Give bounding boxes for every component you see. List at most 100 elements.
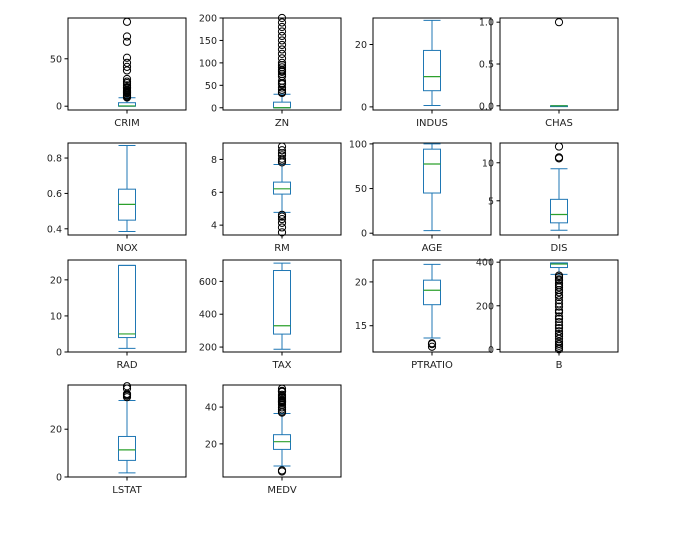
subplot-ptratio: 15 20 PTRATIO — [355, 259, 492, 371]
outlier-point — [277, 54, 287, 63]
outlier-point — [122, 74, 132, 84]
x-tick-label: CHAS — [545, 118, 573, 129]
outlier-point — [554, 285, 564, 295]
iqr-box — [423, 148, 441, 194]
x-tick-label: INDUS — [416, 118, 448, 129]
outlier-point — [554, 271, 564, 280]
outlier-point — [427, 342, 437, 351]
outlier-point — [122, 37, 132, 46]
subplot-chas: 0.0 0.5 1.0 CHAS — [479, 17, 619, 129]
outlier-point — [277, 210, 287, 219]
subplot-zn: 0 50 100 150 200 ZN — [199, 13, 342, 129]
subplot-b: 0 200 400 B — [476, 258, 619, 371]
outlier-point — [554, 337, 564, 346]
x-tick-label: NOX — [116, 243, 138, 254]
outlier-point — [554, 314, 564, 323]
outlier-point — [122, 77, 132, 86]
y-tick-label: 10 — [482, 158, 494, 169]
outlier-point — [277, 27, 287, 36]
y-tick-label: 50 — [205, 81, 217, 92]
y-tick-label: 50 — [355, 184, 367, 195]
outlier-point — [277, 151, 287, 160]
outlier-point — [277, 384, 287, 393]
y-tick-label: 8 — [211, 155, 217, 166]
iqr-box — [550, 198, 568, 224]
outlier-point — [554, 275, 564, 284]
outlier-point — [277, 214, 287, 224]
y-tick-label: 0 — [361, 102, 367, 113]
x-tick-label: TAX — [271, 360, 291, 371]
x-tick-label: RM — [274, 243, 290, 254]
outlier-point — [277, 466, 287, 475]
y-tick-label: 6 — [211, 188, 217, 199]
outlier-point — [554, 329, 564, 339]
y-tick-label: 100 — [199, 58, 217, 69]
axes-frame — [499, 17, 619, 111]
outlier-point — [277, 36, 287, 45]
x-tick-label: LSTAT — [112, 485, 142, 496]
subplot-tax: 200 400 600 TAX — [199, 259, 342, 371]
y-tick-label: 20 — [50, 275, 62, 286]
iqr-box — [550, 262, 568, 269]
subplot-age: 0 50 100 AGE — [349, 139, 492, 254]
outlier-point — [122, 81, 132, 90]
outlier-point — [122, 32, 132, 41]
y-tick-label: 20 — [50, 425, 62, 436]
outlier-point — [277, 40, 287, 50]
outlier-point — [554, 339, 564, 349]
y-tick-label: 0 — [56, 348, 62, 359]
iqr-box — [273, 181, 291, 195]
x-tick-label: B — [556, 360, 563, 371]
outlier-point — [277, 149, 287, 158]
outlier-point — [554, 142, 564, 151]
x-tick-label: RAD — [116, 360, 137, 371]
outlier-point — [277, 218, 287, 227]
x-tick-label: CRIM — [114, 118, 140, 129]
y-tick-label: 40 — [205, 403, 217, 414]
outlier-point — [554, 321, 564, 330]
y-tick-label: 0 — [56, 102, 62, 113]
outlier-point — [554, 291, 564, 300]
y-tick-label: 0 — [361, 229, 367, 240]
outlier-point — [554, 323, 564, 333]
iqr-box — [273, 270, 291, 335]
outlier-point — [277, 146, 287, 155]
iqr-box — [118, 435, 136, 461]
outlier-point — [277, 87, 287, 97]
outlier-point — [277, 22, 287, 32]
outlier-point — [277, 18, 287, 27]
y-tick-label: 0.6 — [47, 189, 62, 200]
x-tick-label: DIS — [551, 243, 568, 254]
y-tick-label: 5 — [488, 196, 494, 207]
outlier-point — [554, 18, 564, 27]
y-tick-label: 200 — [476, 301, 494, 312]
y-tick-label: 10 — [50, 311, 62, 322]
outlier-point — [277, 45, 287, 54]
iqr-box — [423, 279, 441, 306]
x-tick-label: PTRATIO — [411, 360, 453, 371]
y-tick-label: 0.4 — [47, 224, 62, 235]
y-tick-label: 0.8 — [47, 154, 62, 165]
y-tick-label: 15 — [355, 321, 367, 332]
y-tick-label: 400 — [476, 258, 494, 269]
outlier-point — [277, 13, 287, 23]
y-tick-label: 0.5 — [479, 60, 494, 71]
outlier-point — [122, 17, 132, 26]
y-tick-label: 150 — [199, 36, 217, 47]
outlier-point — [554, 327, 564, 336]
outlier-point — [277, 49, 287, 59]
subplot-crim: 0 50 CRIM — [50, 17, 187, 129]
y-tick-label: 50 — [50, 54, 62, 65]
outlier-point — [277, 223, 287, 232]
outlier-point — [122, 384, 132, 393]
subplot-medv: 20 40 MEDV — [205, 384, 342, 496]
y-tick-label: 200 — [199, 343, 217, 354]
outlier-point — [554, 332, 564, 341]
iqr-box — [273, 101, 291, 109]
outlier-point — [277, 228, 287, 237]
outlier-point — [554, 318, 564, 327]
y-tick-label: 20 — [355, 277, 367, 288]
outlier-point — [554, 153, 564, 162]
